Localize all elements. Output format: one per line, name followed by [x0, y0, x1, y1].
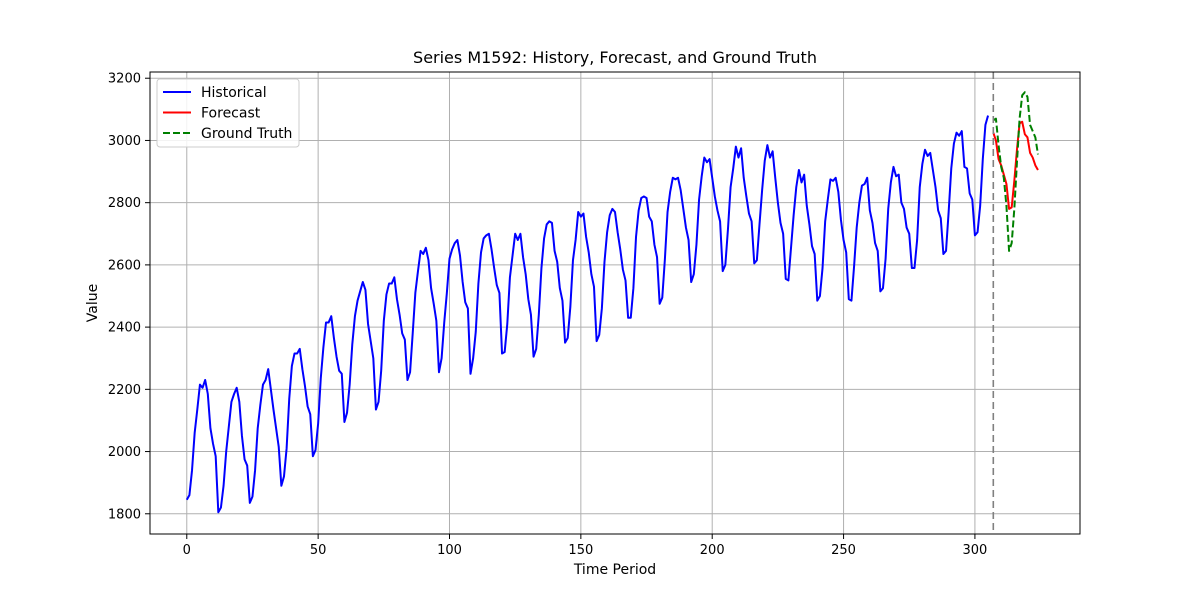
- legend-label: Forecast: [201, 106, 261, 122]
- gridlines: [150, 72, 1080, 534]
- x-tick-label: 300: [963, 543, 988, 558]
- plot-frame: [149, 71, 1081, 535]
- x-tick-label: 200: [700, 543, 725, 558]
- x-tick-label: 250: [831, 543, 856, 558]
- y-tick-label: 3200: [108, 72, 141, 87]
- y-tick-label: 2000: [108, 445, 141, 460]
- legend-label: Ground Truth: [201, 126, 292, 142]
- chart-title: Series M1592: History, Forecast, and Gro…: [413, 48, 817, 67]
- axis-ticks: 0 50 100 150 200 250 300 1800 2000 2200 2400 2600 28…: [108, 72, 987, 558]
- y-tick-label: 2600: [108, 258, 141, 273]
- x-tick-label: 150: [568, 543, 593, 558]
- y-tick-label: 2400: [108, 321, 141, 336]
- legend-box: [156, 78, 300, 148]
- x-axis-label: Time Period: [573, 562, 656, 578]
- legend-label: Historical: [201, 85, 267, 101]
- x-tick-label: 0: [183, 543, 191, 558]
- y-tick-label: 2200: [108, 383, 141, 398]
- y-tick-label: 2800: [108, 196, 141, 211]
- series-lines: [185, 91, 1039, 514]
- series-line-forecast: [992, 120, 1039, 210]
- x-tick-label: 100: [437, 543, 462, 558]
- y-tick-label: 1800: [108, 507, 141, 522]
- x-tick-label: 50: [310, 543, 327, 558]
- y-tick-label: 3000: [108, 134, 141, 149]
- series-line-historical: [185, 115, 990, 514]
- legend: Historical Forecast Ground Truth: [156, 78, 300, 148]
- y-axis-label: Value: [85, 284, 101, 322]
- series-line-ground-truth: [992, 91, 1039, 252]
